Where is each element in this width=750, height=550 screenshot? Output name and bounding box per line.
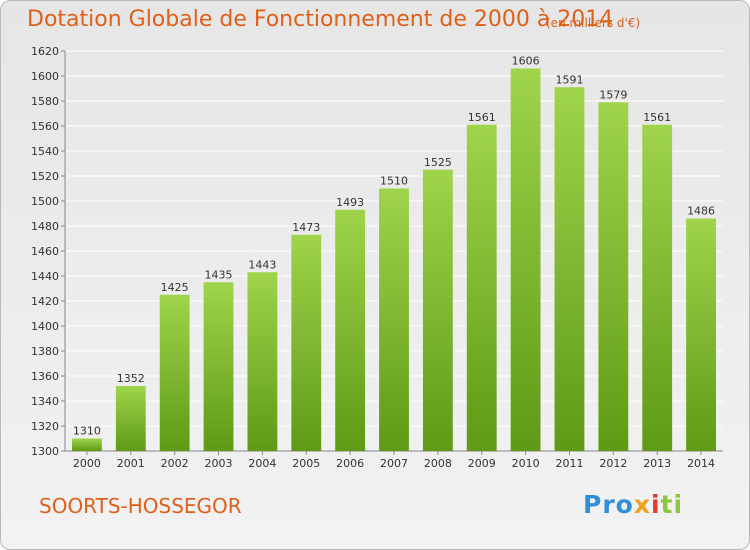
y-tick-label: 1460 [31, 245, 59, 258]
bar [642, 124, 673, 451]
bar [335, 209, 366, 451]
y-tick-label: 1560 [31, 120, 59, 133]
x-tick-label: 2000 [73, 457, 101, 470]
y-tick-label: 1520 [31, 170, 59, 183]
logo-part: ti [660, 490, 684, 519]
data-label: 1435 [205, 268, 233, 281]
bar [115, 386, 146, 451]
y-tick-label: 1340 [31, 395, 59, 408]
x-tick-label: 2013 [643, 457, 671, 470]
x-tick-label: 2011 [555, 457, 583, 470]
data-label: 1510 [380, 175, 408, 188]
data-label: 1425 [161, 281, 189, 294]
y-tick-label: 1620 [31, 45, 59, 58]
y-tick-label: 1440 [31, 270, 59, 283]
x-tick-label: 2005 [292, 457, 320, 470]
bar [422, 169, 453, 451]
x-tick-label: 2003 [205, 457, 233, 470]
proxiti-logo: Proxiti [583, 490, 683, 519]
commune-name: SOORTS-HOSSEGOR [39, 494, 242, 518]
x-tick-label: 2006 [336, 457, 364, 470]
logo-part: i [650, 490, 661, 519]
bar [291, 234, 322, 451]
data-label: 1525 [424, 156, 452, 169]
logo-part: x [633, 490, 651, 519]
bar [159, 294, 190, 451]
data-label: 1473 [292, 221, 320, 234]
chart-title: Dotation Globale de Fonctionnement de 20… [27, 7, 614, 32]
data-label: 1443 [248, 258, 276, 271]
y-tick-label: 1480 [31, 220, 59, 233]
data-label: 1486 [687, 205, 715, 218]
y-tick-label: 1360 [31, 370, 59, 383]
x-tick-label: 2002 [161, 457, 189, 470]
bar [510, 68, 541, 451]
x-tick-label: 2008 [424, 457, 452, 470]
x-tick-label: 2010 [512, 457, 540, 470]
data-label: 1579 [599, 88, 627, 101]
data-label: 1352 [117, 372, 145, 385]
y-tick-label: 1400 [31, 320, 59, 333]
bar [379, 188, 409, 451]
data-label: 1310 [73, 425, 101, 438]
labels: 1300 1320 1340 1360 1380 1400 1420 1440 1460 1480… [31, 45, 715, 470]
bars [72, 68, 716, 451]
data-label: 1561 [468, 111, 496, 124]
y-tick-label: 1580 [31, 95, 59, 108]
y-tick-label: 1300 [31, 445, 59, 458]
y-tick-label: 1380 [31, 345, 59, 358]
x-tick-label: 2014 [687, 457, 715, 470]
bar [466, 124, 497, 451]
bar [247, 272, 278, 451]
logo-part: Pro [583, 490, 634, 519]
y-tick-label: 1320 [31, 420, 59, 433]
y-tick-label: 1600 [31, 70, 59, 83]
bar [72, 438, 102, 451]
x-tick-label: 2001 [117, 457, 145, 470]
bar [554, 87, 585, 451]
bar [203, 282, 234, 451]
data-label: 1606 [512, 55, 540, 68]
data-label: 1591 [555, 73, 583, 86]
x-tick-label: 2004 [248, 457, 276, 470]
y-tick-label: 1500 [31, 195, 59, 208]
y-tick-label: 1420 [31, 295, 59, 308]
x-tick-label: 2009 [468, 457, 496, 470]
x-tick-label: 2012 [599, 457, 627, 470]
y-tick-label: 1540 [31, 145, 59, 158]
bar [598, 102, 629, 451]
data-label: 1561 [643, 111, 671, 124]
x-tick-label: 2007 [380, 457, 408, 470]
chart-subtitle: (en milliers d'€) [546, 16, 641, 30]
data-label: 1493 [336, 196, 364, 209]
bar [686, 218, 716, 451]
